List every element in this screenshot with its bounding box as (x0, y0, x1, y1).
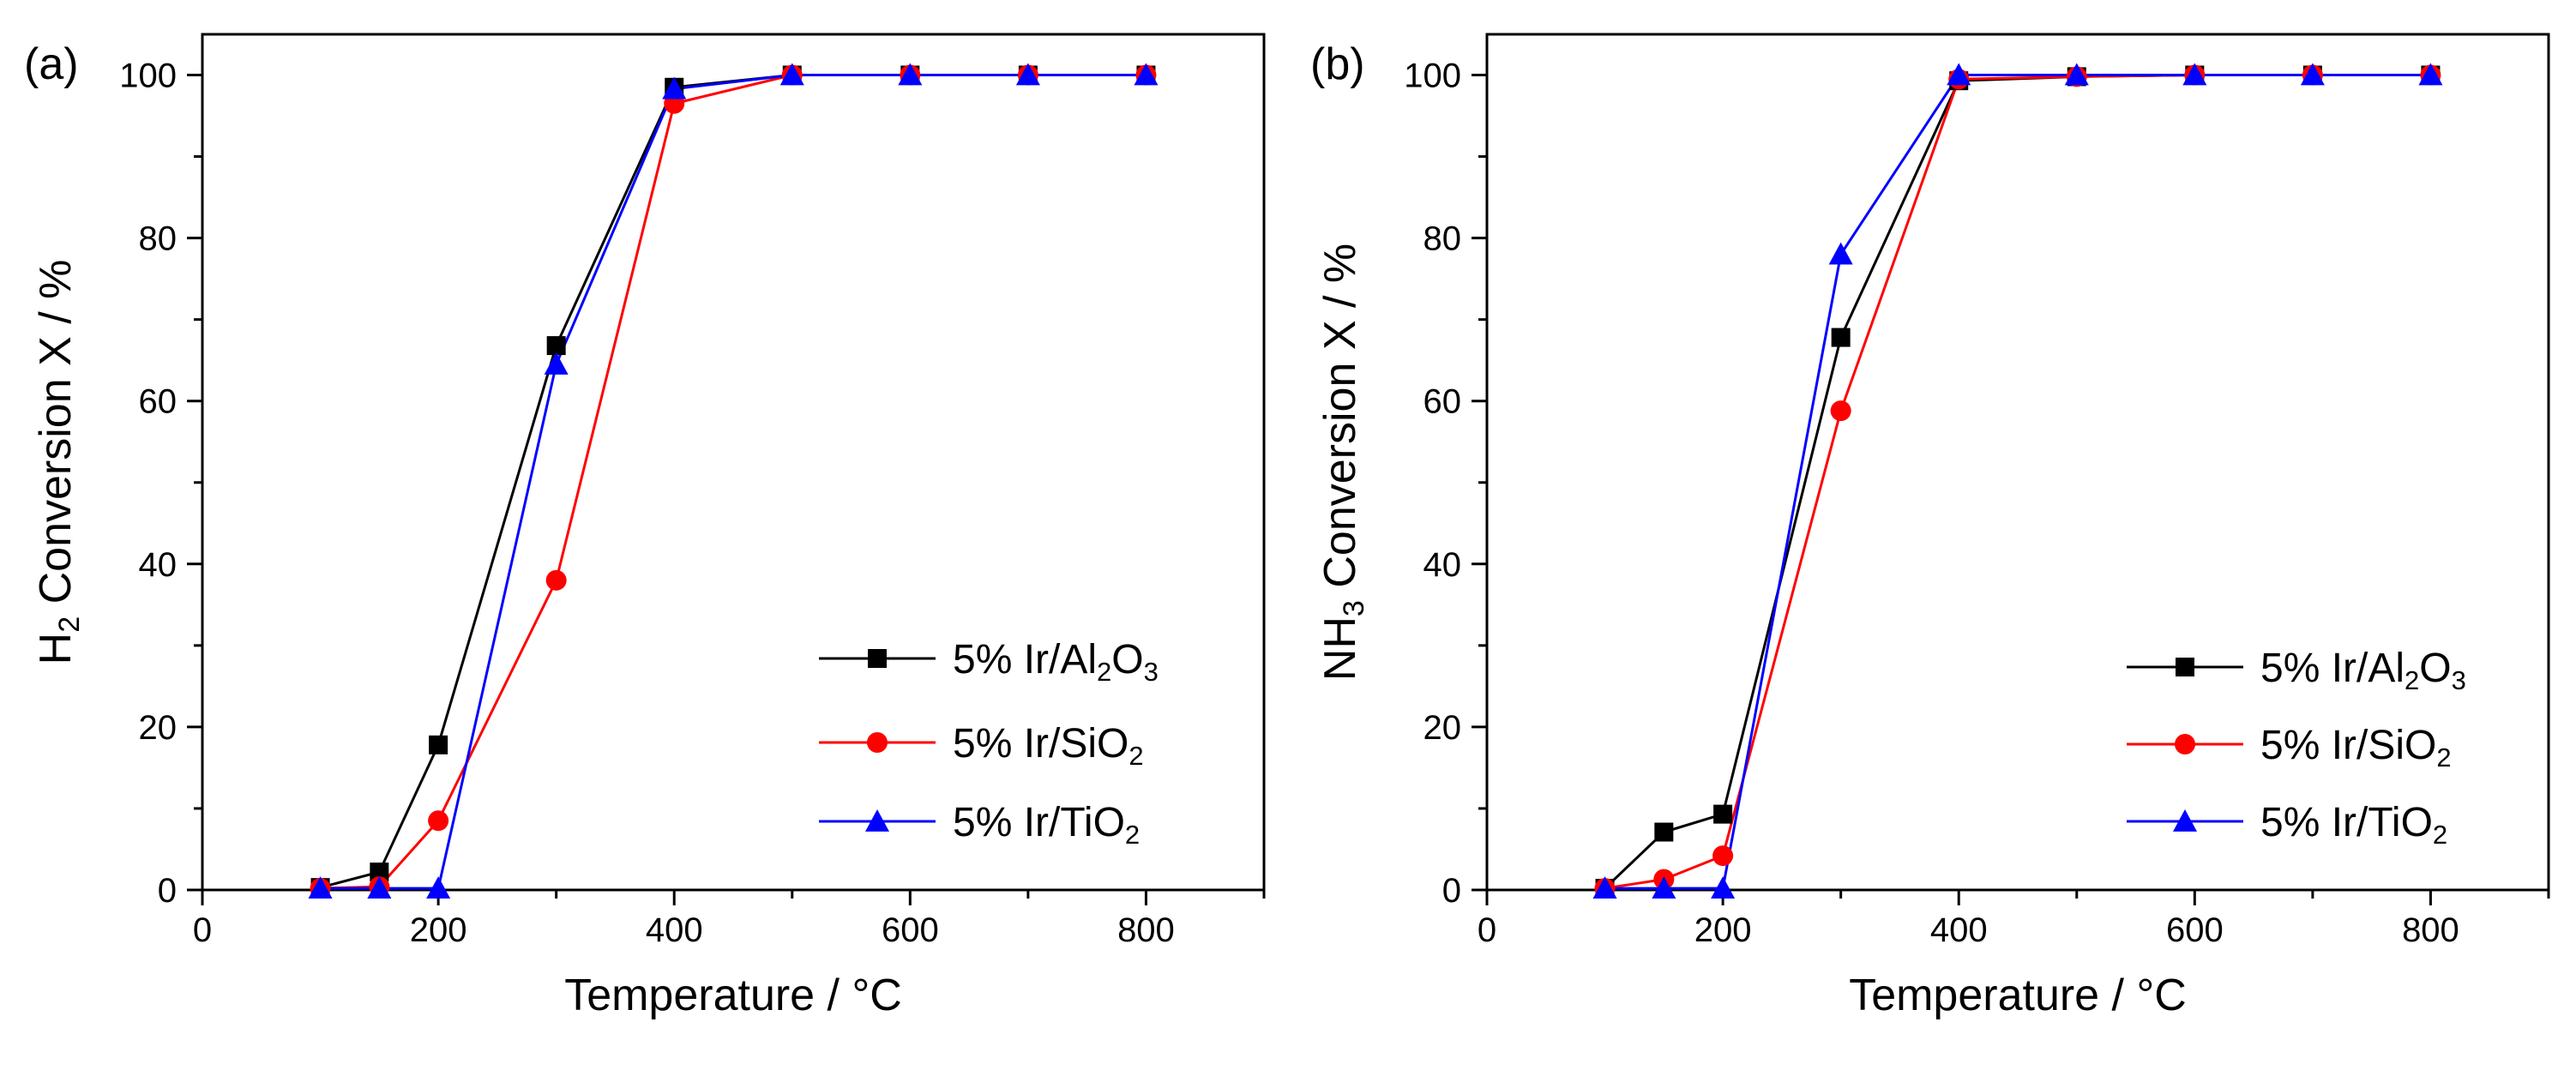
x-tick-label: 800 (1117, 911, 1175, 949)
data-point (2182, 63, 2207, 86)
y-tick-label: 20 (1423, 709, 1462, 747)
data-point (1652, 876, 1676, 899)
data-point (546, 336, 566, 356)
data-point (662, 76, 687, 99)
legend-label: 5% Ir/TiO2 (2260, 800, 2447, 850)
legend-marker (2176, 658, 2194, 676)
x-tick-label: 400 (646, 911, 703, 949)
y-tick-label: 60 (139, 383, 178, 421)
legend-marker (865, 809, 889, 832)
y-axis-label: NH3 Conversion X / % (1315, 243, 1370, 681)
y-tick-label: 0 (1442, 872, 1461, 910)
data-point (779, 63, 804, 86)
data-point (1654, 822, 1674, 842)
x-axis-label: Temperature / °C (564, 971, 902, 1020)
x-tick-label: 0 (193, 911, 212, 949)
legend-label: 5% Ir/TiO2 (953, 800, 1140, 850)
y-tick-label: 100 (119, 57, 177, 95)
y-tick-label: 80 (1423, 220, 1462, 258)
data-point (2064, 63, 2089, 86)
legend-marker (2175, 734, 2195, 754)
data-point (367, 876, 392, 899)
x-tick-label: 400 (1930, 911, 1988, 949)
data-point (1831, 328, 1851, 347)
chart-panel-2: 0 200 400 600 800 0 20 40 60 80 100 Temperature / °… (1310, 33, 2550, 1020)
legend-label: 5% Ir/SiO2 (953, 721, 1144, 771)
x-tick-label: 0 (1478, 911, 1496, 949)
plot-frame (201, 33, 1266, 892)
chart-panel-1: 0 200 400 600 800 0 20 40 60 80 100 Temperature / °… (24, 33, 1266, 1020)
data-point (2418, 63, 2443, 86)
plot-frame (1485, 33, 2550, 892)
y-axis-label: H2 Conversion X / % (31, 260, 86, 665)
data-point (1592, 876, 1617, 899)
data-point (545, 569, 567, 591)
y-tick-label: 20 (139, 709, 178, 747)
legend-marker (2173, 809, 2197, 832)
panel-label: (b) (1310, 39, 1365, 89)
data-point (1947, 63, 1971, 86)
x-tick-label: 600 (2166, 911, 2224, 949)
data-point (1713, 804, 1733, 824)
data-point (370, 863, 389, 882)
data-point (1828, 242, 1853, 265)
legend-label: 5% Ir/SiO2 (2260, 723, 2452, 772)
panel-label: (a) (24, 39, 79, 89)
x-axis-label: Temperature / °C (1849, 971, 2187, 1020)
legend-marker (867, 732, 888, 753)
legend-marker (868, 649, 887, 668)
data-point (1712, 845, 1734, 867)
y-tick-label: 0 (158, 872, 177, 910)
data-point (1830, 400, 1851, 422)
data-point (426, 876, 451, 899)
y-tick-label: 60 (1423, 383, 1462, 421)
x-tick-label: 600 (882, 911, 939, 949)
y-tick-label: 100 (1404, 57, 1461, 95)
data-point (429, 735, 448, 754)
data-point (1711, 876, 1736, 899)
x-tick-label: 200 (410, 911, 467, 949)
data-point (898, 63, 923, 86)
y-tick-label: 40 (1423, 546, 1462, 584)
data-point (2300, 63, 2325, 86)
data-point (308, 876, 333, 899)
y-tick-label: 40 (139, 546, 178, 584)
x-tick-label: 800 (2402, 911, 2459, 949)
legend-label: 5% Ir/Al2O3 (2260, 646, 2466, 695)
y-tick-label: 80 (139, 220, 178, 258)
data-point (428, 810, 449, 832)
data-point (544, 352, 569, 375)
x-tick-label: 200 (1694, 911, 1752, 949)
data-point (1134, 63, 1159, 86)
data-point (1015, 63, 1040, 86)
legend-label: 5% Ir/Al2O3 (953, 637, 1159, 687)
